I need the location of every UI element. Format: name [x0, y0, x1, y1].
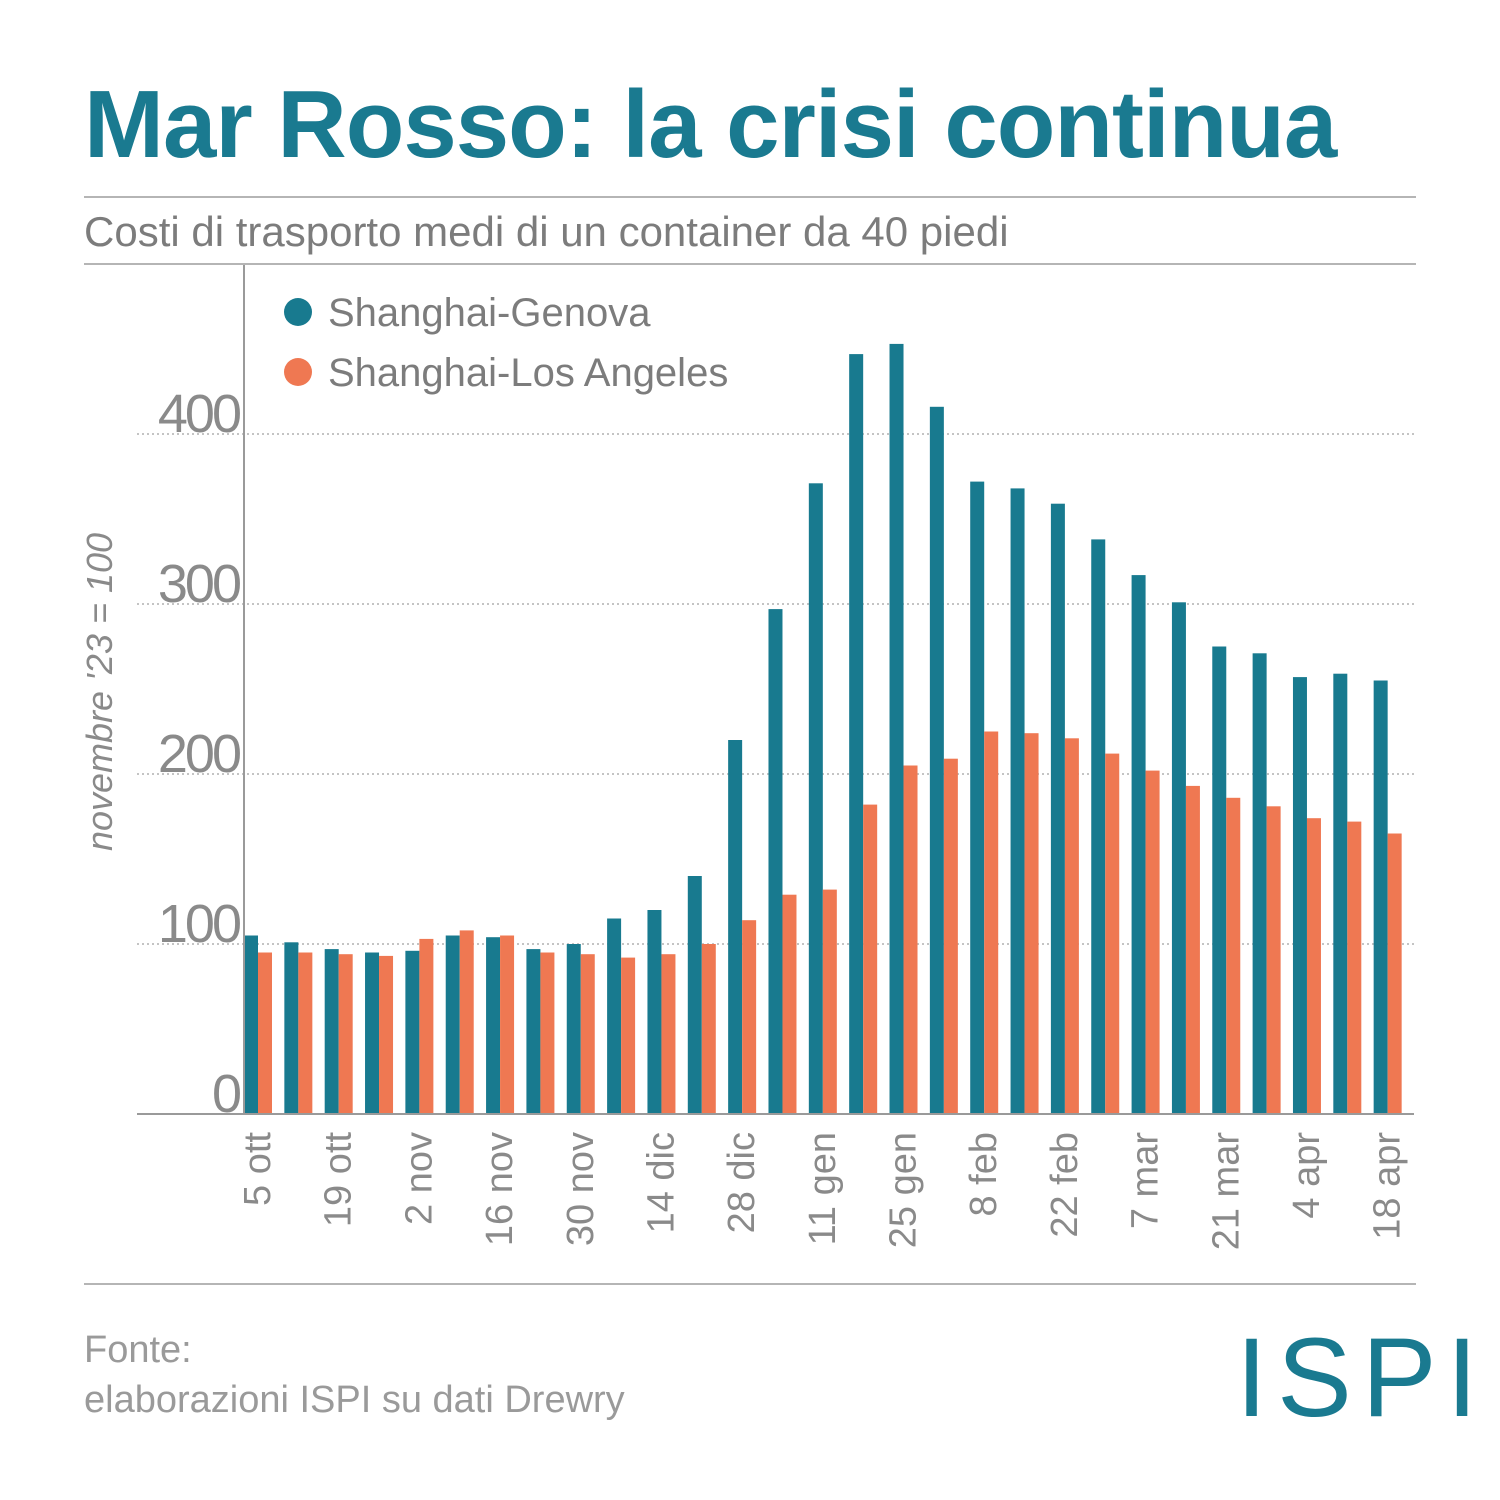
bar-shanghai-los-angeles	[1266, 806, 1281, 1114]
bar-shanghai-genova	[607, 918, 622, 1114]
y-tick-label: 400	[158, 384, 240, 444]
bar-shanghai-genova	[244, 935, 258, 1114]
bar-shanghai-los-angeles	[459, 930, 474, 1114]
x-tick-label: 19 ott	[318, 1132, 360, 1228]
bar-shanghai-los-angeles	[258, 952, 272, 1114]
legend-marker	[284, 358, 312, 386]
y-tick-label: 200	[158, 724, 240, 784]
legend-marker	[284, 298, 312, 326]
legend: Shanghai-Genova Shanghai-Los Angeles	[284, 291, 728, 395]
bar-shanghai-los-angeles	[1145, 770, 1160, 1114]
bar-shanghai-los-angeles	[419, 938, 434, 1114]
source-note: Fonte: elaborazioni ISPI su dati Drewry	[84, 1325, 625, 1425]
subtitle-divider	[84, 263, 1416, 265]
chart-title: Mar Rosso: la crisi continua	[84, 71, 1337, 178]
bar-shanghai-genova	[1131, 575, 1146, 1114]
x-tick-label: 18 apr	[1367, 1132, 1409, 1240]
bar-shanghai-los-angeles	[984, 731, 999, 1114]
legend-label: Shanghai-Genova	[328, 291, 651, 335]
bar-shanghai-genova	[970, 481, 985, 1115]
bar-shanghai-los-angeles	[661, 954, 676, 1114]
bar-shanghai-genova	[486, 937, 501, 1114]
bar-shanghai-los-angeles	[1387, 833, 1402, 1114]
bar-shanghai-genova	[929, 406, 944, 1114]
bar-shanghai-genova	[526, 949, 541, 1114]
x-tick-label: 11 gen	[802, 1132, 844, 1245]
bar-shanghai-los-angeles	[863, 804, 878, 1114]
x-tick-labels: 5 ott 19 ott 2 nov 16 nov 30 nov 14 dic 28 dic…	[237, 1132, 1409, 1251]
bar-shanghai-los-angeles	[1064, 738, 1079, 1114]
bar-shanghai-los-angeles	[701, 944, 716, 1114]
bar-shanghai-genova	[566, 944, 581, 1114]
bar-shanghai-los-angeles	[1306, 818, 1321, 1114]
bar-shanghai-los-angeles	[1347, 821, 1362, 1114]
bar-shanghai-los-angeles	[540, 952, 555, 1114]
bar-shanghai-genova	[808, 483, 823, 1114]
bar-shanghai-genova	[1010, 488, 1025, 1114]
bar-shanghai-genova	[284, 942, 299, 1114]
bar-shanghai-los-angeles	[338, 954, 353, 1114]
y-tick-label: 100	[158, 894, 240, 954]
bar-shanghai-genova	[647, 910, 662, 1114]
bar-shanghai-los-angeles	[1105, 753, 1120, 1114]
x-tick-label: 22 feb	[1044, 1132, 1086, 1238]
bar-shanghai-los-angeles	[1024, 733, 1039, 1114]
x-tick-label: 21 mar	[1205, 1132, 1247, 1251]
bar-shanghai-los-angeles	[298, 952, 313, 1114]
bar-shanghai-genova	[1373, 680, 1388, 1114]
source-text: elaborazioni ISPI su dati Drewry	[84, 1379, 625, 1421]
x-tick-label: 4 apr	[1286, 1132, 1328, 1219]
y-tick-label: 300	[158, 554, 240, 614]
bar-shanghai-los-angeles	[782, 894, 797, 1114]
x-tick-label: 30 nov	[560, 1132, 602, 1246]
y-axis-label: novembre '23 = 100	[79, 533, 120, 851]
bar-shanghai-genova	[365, 952, 380, 1114]
bar-shanghai-los-angeles	[1226, 797, 1241, 1114]
x-tick-label: 14 dic	[640, 1132, 682, 1233]
bar-shanghai-genova	[687, 876, 702, 1114]
bars	[244, 343, 1402, 1115]
title-divider	[84, 196, 1416, 198]
bar-shanghai-genova	[1252, 653, 1267, 1114]
x-tick-label: 16 nov	[479, 1132, 521, 1246]
bar-shanghai-los-angeles	[1185, 785, 1200, 1114]
bar-shanghai-genova	[1171, 602, 1186, 1114]
bar-shanghai-genova	[728, 740, 743, 1114]
bar-shanghai-los-angeles	[822, 889, 837, 1114]
bar-shanghai-los-angeles	[500, 935, 515, 1114]
bar-shanghai-genova	[1050, 503, 1065, 1114]
x-tick-label: 2 nov	[398, 1132, 440, 1225]
bar-shanghai-los-angeles	[379, 955, 394, 1114]
x-tick-label: 28 dic	[721, 1132, 763, 1233]
x-tick-label: 5 ott	[237, 1132, 279, 1206]
source-label: Fonte:	[84, 1329, 192, 1371]
bar-shanghai-genova	[324, 949, 339, 1114]
bar-shanghai-los-angeles	[621, 957, 636, 1114]
bar-shanghai-genova	[1091, 539, 1106, 1114]
bar-shanghai-genova	[405, 950, 420, 1114]
bar-shanghai-genova	[1333, 673, 1348, 1114]
bar-shanghai-genova	[849, 354, 864, 1115]
bar-shanghai-genova	[1292, 677, 1307, 1114]
bar-shanghai-genova	[889, 343, 904, 1114]
x-tick-label: 7 mar	[1125, 1132, 1167, 1229]
ispi-logo: ISPI	[1236, 1315, 1488, 1440]
bar-shanghai-genova	[1212, 646, 1227, 1114]
chart-subtitle: Costi di trasporto medi di un container …	[84, 208, 1009, 255]
bar-shanghai-genova	[445, 935, 460, 1114]
bar-shanghai-los-angeles	[943, 758, 958, 1114]
legend-label: Shanghai-Los Angeles	[328, 351, 728, 395]
bar-shanghai-los-angeles	[580, 954, 595, 1114]
bar-shanghai-genova	[768, 609, 783, 1114]
x-tick-label: 25 gen	[883, 1132, 925, 1248]
x-tick-label: 8 feb	[963, 1132, 1005, 1217]
footer-divider	[84, 1283, 1416, 1285]
bar-shanghai-los-angeles	[903, 765, 918, 1114]
bar-shanghai-los-angeles	[742, 920, 757, 1114]
